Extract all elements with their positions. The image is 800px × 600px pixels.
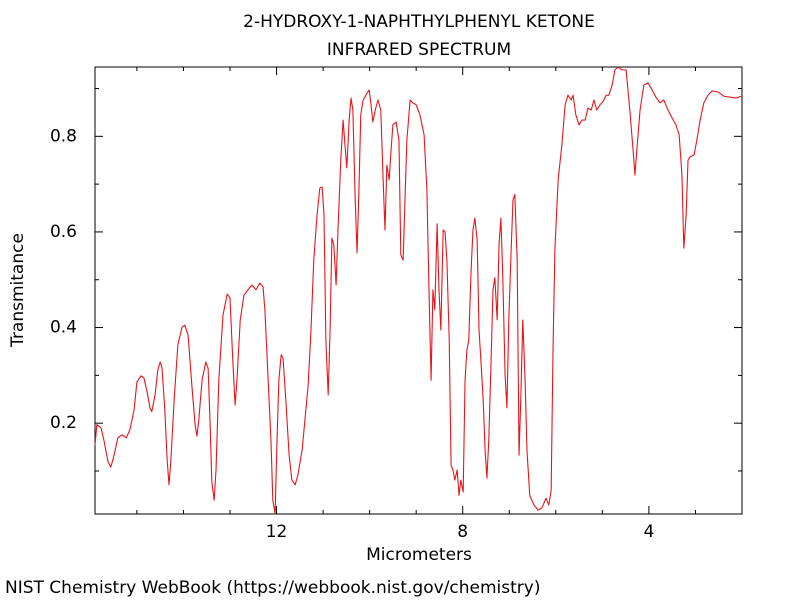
y-tick-label: 0.6 bbox=[50, 222, 77, 242]
chart-title: 2-HYDROXY-1-NAPHTHYLPHENYL KETONE bbox=[243, 12, 595, 32]
y-axis-label: Transmitance bbox=[8, 233, 28, 348]
plot-frame bbox=[94, 66, 743, 515]
spectrum-line bbox=[94, 66, 743, 515]
chart-subtitle: INFRARED SPECTRUM bbox=[327, 40, 511, 60]
y-tick-label: 0.8 bbox=[50, 126, 77, 146]
x-tick-label: 8 bbox=[457, 522, 468, 542]
x-axis-label: Micrometers bbox=[366, 545, 472, 565]
y-tick-label: 0.4 bbox=[50, 318, 77, 338]
y-tick-label: 0.2 bbox=[50, 413, 77, 433]
x-tick-label: 12 bbox=[266, 522, 288, 542]
x-tick-label: 4 bbox=[643, 522, 654, 542]
source-note: NIST Chemistry WebBook (https://webbook.… bbox=[5, 578, 540, 598]
